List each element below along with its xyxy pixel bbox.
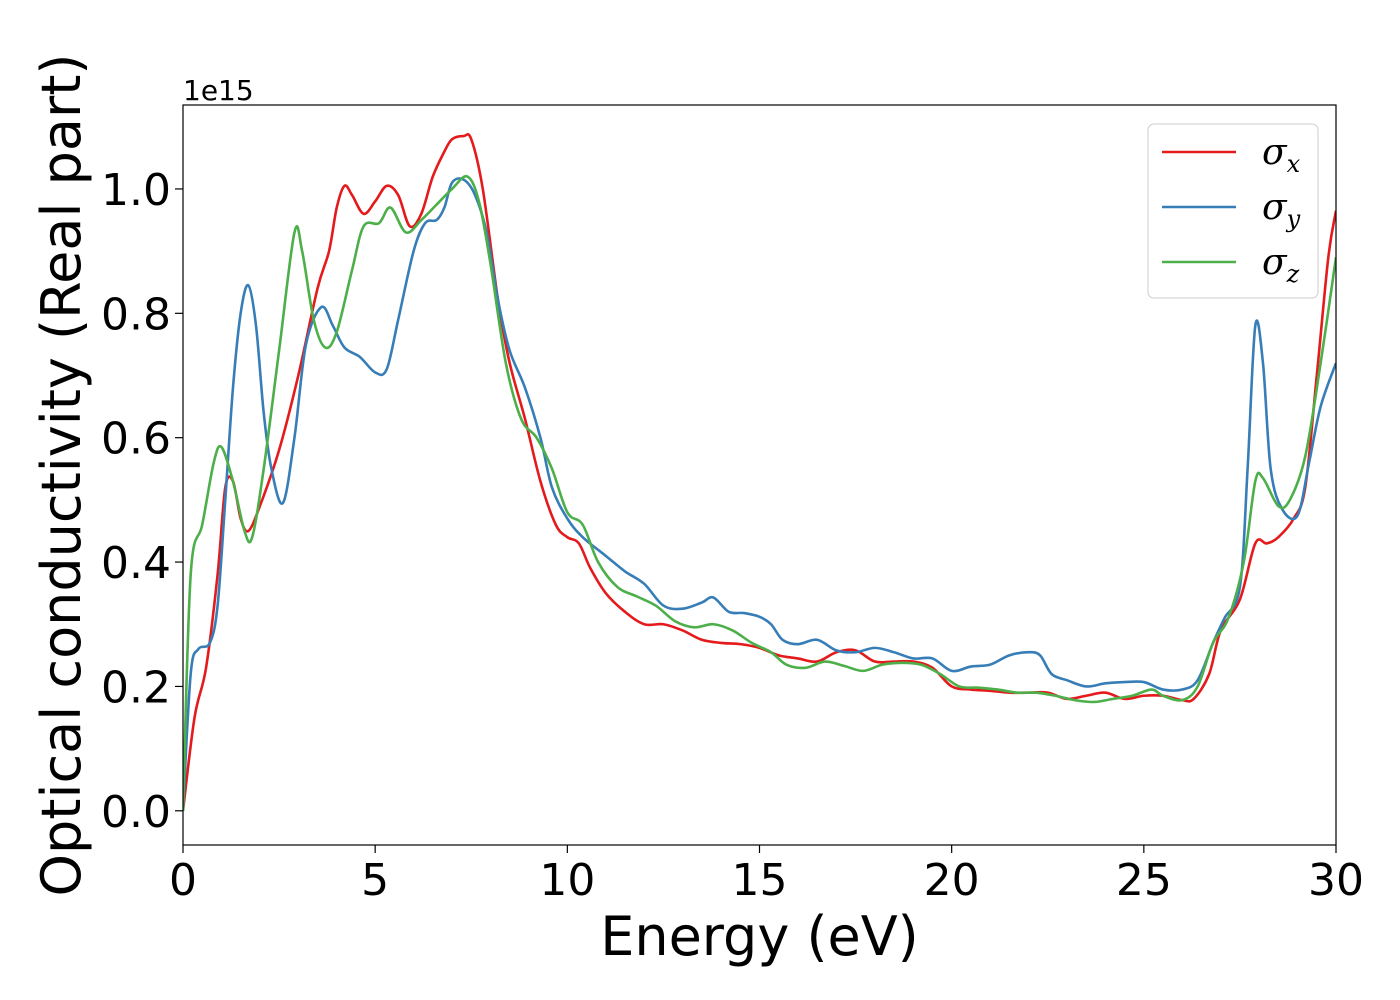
y-tick-label: 0.6 (101, 414, 171, 465)
x-tick-label: 15 (732, 855, 788, 906)
y-tick-label: 0.0 (101, 787, 171, 838)
plot-area (182, 104, 1337, 846)
legend-label-x: σx (1262, 132, 1301, 178)
legend: σx σy σz (1147, 123, 1319, 299)
x-axis-label: Energy (eV) (600, 905, 919, 968)
y-axis-ticks: 0.0 0.2 0.4 0.6 0.8 1.0 (101, 165, 183, 838)
series-line-y (183, 177, 1336, 811)
y-tick-label: 0.8 (101, 289, 171, 340)
x-tick-label: 20 (924, 855, 980, 906)
y-axis-label: Optical conductivity (Real part) (30, 54, 93, 897)
y-tick-label: 0.2 (101, 662, 171, 713)
legend-label-y: σy (1262, 187, 1301, 233)
x-tick-label: 0 (169, 855, 197, 906)
legend-box (1147, 123, 1319, 299)
x-tick-label: 30 (1308, 855, 1364, 906)
legend-entries: σx σy σz (1162, 132, 1301, 288)
series-line-z (183, 174, 1336, 811)
series-layer (183, 133, 1336, 811)
y-tick-label: 1.0 (101, 165, 171, 216)
x-tick-label: 10 (539, 855, 595, 906)
x-tick-label: 25 (1116, 855, 1172, 906)
x-axis-ticks: 0 5 10 15 20 25 30 (169, 845, 1364, 906)
x-tick-label: 5 (361, 855, 389, 906)
legend-label-z: σz (1262, 242, 1300, 288)
y-offset-text: 1e15 (183, 74, 254, 107)
y-tick-label: 0.4 (101, 538, 171, 589)
